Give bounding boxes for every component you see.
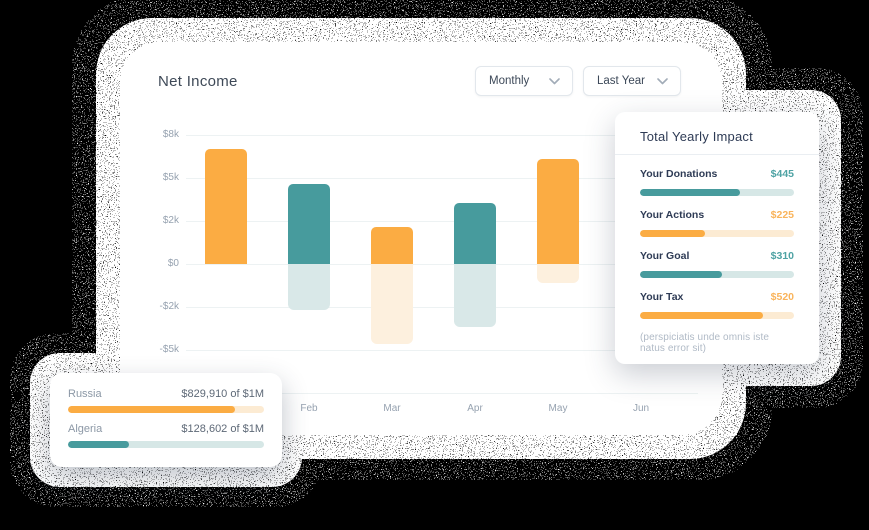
progress-fill	[640, 312, 764, 319]
countries-progress-card: Russia $829,910 of $1M Algeria $128,602 …	[50, 373, 282, 467]
total-yearly-impact-card: Total Yearly Impact Your Donations $445 …	[615, 112, 819, 364]
period-select-value: Monthly	[489, 75, 530, 87]
progress-fill	[68, 441, 129, 448]
country-row: Russia $829,910 of $1M	[68, 388, 264, 413]
chart-bar-negative	[371, 264, 413, 345]
country-value: $829,910 of $1M	[181, 388, 264, 400]
progress-track	[68, 441, 264, 448]
chevron-down-icon	[657, 77, 668, 84]
progress-fill	[640, 271, 722, 278]
progress-fill	[68, 406, 235, 413]
progress-track	[68, 406, 264, 413]
impact-row: Your Tax $520	[640, 291, 794, 319]
gridline	[186, 135, 698, 136]
chevron-down-icon	[549, 77, 560, 84]
chart-controls: Monthly Last Year	[475, 66, 681, 96]
impact-caption: (perspiciatis unde omnis iste natus erro…	[640, 332, 770, 354]
x-axis-label: Jun	[632, 403, 650, 414]
range-select-value: Last Year	[597, 75, 645, 87]
chart-bar-positive	[454, 203, 496, 264]
impact-row-value: $310	[770, 250, 794, 262]
progress-track	[640, 312, 794, 319]
card-header: Net Income Monthly Last Year	[120, 42, 722, 96]
impact-row-value: $520	[770, 291, 794, 303]
progress-fill	[640, 189, 741, 196]
period-select[interactable]: Monthly	[475, 66, 573, 96]
country-label: Algeria	[68, 423, 103, 435]
impact-row-label: Your Actions	[640, 209, 705, 221]
gridline	[186, 350, 698, 351]
country-label: Russia	[68, 388, 102, 400]
x-axis-label: Feb	[300, 403, 318, 414]
progress-track	[640, 271, 794, 278]
progress-track	[640, 230, 794, 237]
y-axis-label: -$2k	[159, 301, 179, 312]
gridline	[186, 307, 698, 308]
x-axis-label: May	[548, 403, 568, 414]
impact-row: Your Actions $225	[640, 209, 794, 237]
gridline	[186, 178, 698, 179]
y-axis-label: $8k	[162, 129, 179, 140]
gridline	[186, 393, 698, 394]
impact-row: Your Goal $310	[640, 250, 794, 278]
chart-bar-positive	[537, 159, 579, 264]
chart-bar-negative	[454, 264, 496, 328]
divider	[615, 154, 819, 155]
net-income-chart: $8k$5k$2k$0-$2k-$5kJanFebMarAprMayJun	[120, 42, 722, 435]
progress-track	[640, 189, 794, 196]
chart-bar-positive	[288, 183, 330, 264]
impact-panel-title: Total Yearly Impact	[640, 129, 753, 144]
progress-fill	[640, 230, 705, 237]
impact-row-label: Your Donations	[640, 168, 718, 180]
chart-bar-negative	[537, 264, 579, 284]
gridline	[186, 221, 698, 222]
chart-bar-negative	[288, 264, 330, 310]
y-axis-label: $0	[167, 258, 179, 269]
range-select[interactable]: Last Year	[583, 66, 681, 96]
page-title: Net Income	[158, 72, 238, 90]
country-value: $128,602 of $1M	[181, 423, 264, 435]
impact-row-label: Your Tax	[640, 291, 684, 303]
chart-bar-positive	[371, 227, 413, 264]
y-axis-label: $2k	[162, 215, 179, 226]
y-axis-label: $5k	[162, 172, 179, 183]
gridline	[186, 264, 698, 265]
x-axis-label: Mar	[383, 403, 401, 414]
chart-bar-positive	[205, 149, 247, 264]
impact-row-value: $445	[770, 168, 794, 180]
impact-row: Your Donations $445	[640, 168, 794, 196]
y-axis-label: -$5k	[159, 344, 179, 355]
impact-row-value: $225	[770, 209, 794, 221]
impact-row-label: Your Goal	[640, 250, 690, 262]
x-axis-label: Apr	[467, 403, 483, 414]
country-row: Algeria $128,602 of $1M	[68, 423, 264, 448]
